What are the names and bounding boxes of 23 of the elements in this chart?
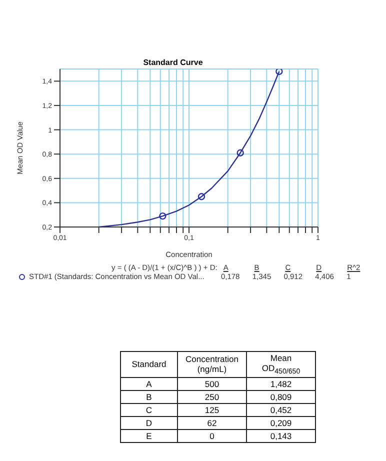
point	[276, 69, 283, 76]
text: 125	[178, 403, 246, 416]
point	[198, 193, 206, 200]
text: C	[120, 403, 178, 416]
text: 500	[178, 377, 246, 390]
text: 0,452	[246, 403, 316, 416]
text: 0,809	[246, 390, 316, 404]
text: Standard	[120, 352, 178, 378]
text: E	[120, 429, 178, 442]
point	[159, 212, 166, 220]
text: B	[120, 390, 178, 404]
text: 250	[178, 390, 246, 404]
text: D	[120, 416, 178, 430]
chart-title: Standard Curve	[142, 58, 204, 67]
text: 1,482	[246, 377, 316, 390]
point	[236, 149, 244, 156]
text: 62	[178, 416, 246, 430]
text: 0,143	[246, 429, 316, 442]
text: Concentration (ng/mL)	[178, 352, 246, 378]
text: 0,209	[246, 416, 316, 430]
text: A	[120, 377, 178, 390]
text: Mean OD$_{450/650}$	[246, 352, 316, 378]
text: 0	[178, 429, 246, 442]
